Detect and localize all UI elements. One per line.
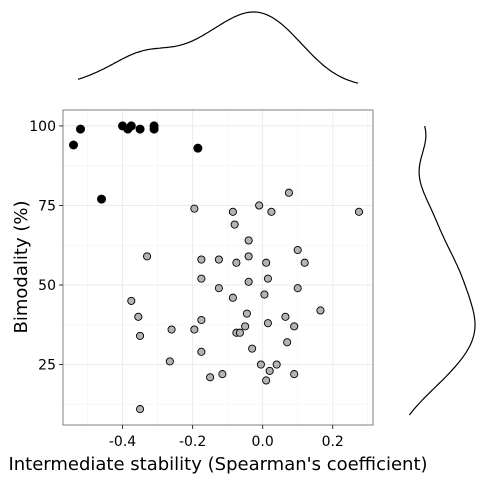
data-point-grey (293, 245, 302, 255)
data-point-grey (260, 290, 269, 299)
x-axis-title: Intermediate stability (Spearman's coeff… (8, 454, 427, 475)
data-point-grey (127, 296, 136, 305)
data-point-grey (283, 338, 292, 347)
x-tick-label: -0.4 (109, 434, 136, 450)
data-point-grey (214, 284, 223, 293)
data-point-grey (300, 258, 309, 267)
data-point-grey (167, 325, 176, 334)
data-point-grey (197, 347, 206, 356)
data-point-grey (272, 360, 281, 369)
data-point-grey (281, 312, 290, 321)
y-tick-label: 25 (38, 358, 56, 374)
data-point-grey (190, 325, 199, 334)
data-point-grey (262, 258, 271, 267)
data-point-grey (267, 207, 276, 216)
data-point-grey (136, 405, 145, 414)
data-point-grey (244, 252, 253, 261)
data-point-grey (262, 376, 271, 385)
top-marginal-density-curve (77, 11, 359, 84)
data-point-grey (354, 207, 364, 216)
data-point-grey (244, 277, 253, 286)
data-point-grey (197, 274, 206, 283)
data-point-grey (228, 207, 237, 216)
data-point-grey (165, 357, 174, 366)
y-tick-label: 75 (38, 198, 56, 214)
data-point-grey (255, 201, 264, 210)
data-point-black (193, 143, 203, 153)
data-point-black (97, 194, 107, 204)
data-point-grey (143, 252, 152, 261)
y-tick-label: 100 (29, 119, 56, 135)
data-point-grey (197, 255, 206, 264)
data-point-grey (265, 366, 274, 375)
x-tick-label: -0.2 (179, 434, 206, 450)
data-point-grey (206, 373, 215, 382)
y-axis-ticks: 25 50 75 100 (29, 119, 63, 374)
data-point-grey (134, 312, 143, 321)
data-point-black (69, 140, 79, 150)
data-point-grey (290, 370, 299, 379)
data-point-grey (284, 188, 293, 197)
data-point-grey (263, 274, 272, 283)
data-point-grey (214, 255, 223, 264)
data-point-grey (230, 220, 239, 229)
data-point-black (135, 124, 145, 134)
data-point-grey (218, 370, 227, 379)
data-point-grey (256, 360, 265, 369)
data-point-black (76, 124, 86, 134)
data-points (69, 121, 364, 414)
right-marginal-density-curve (408, 125, 476, 416)
data-point-grey (244, 236, 253, 245)
y-tick-label: 50 (38, 278, 56, 294)
data-point-black (126, 121, 136, 131)
data-point-grey (232, 258, 241, 267)
x-axis-ticks: -0.4 -0.2 0.0 0.2 (109, 425, 344, 450)
data-point-grey (190, 204, 199, 213)
y-axis-title: Bimodality (%) (11, 201, 32, 334)
data-point-black (149, 124, 159, 134)
data-point-grey (248, 344, 257, 353)
x-tick-label: 0.0 (252, 434, 274, 450)
data-point-grey (242, 309, 251, 318)
data-point-grey (136, 331, 145, 340)
data-point-grey (263, 319, 272, 328)
data-point-grey (293, 284, 302, 293)
data-point-grey (197, 315, 206, 325)
data-point-grey (290, 322, 299, 331)
plot-panel-border (62, 109, 374, 426)
data-point-grey (228, 293, 237, 302)
data-point-grey (316, 306, 325, 315)
x-tick-label: 0.2 (322, 434, 344, 450)
data-point-grey (235, 328, 244, 337)
data-point-grey (241, 322, 250, 331)
grid-lines (63, 110, 373, 425)
